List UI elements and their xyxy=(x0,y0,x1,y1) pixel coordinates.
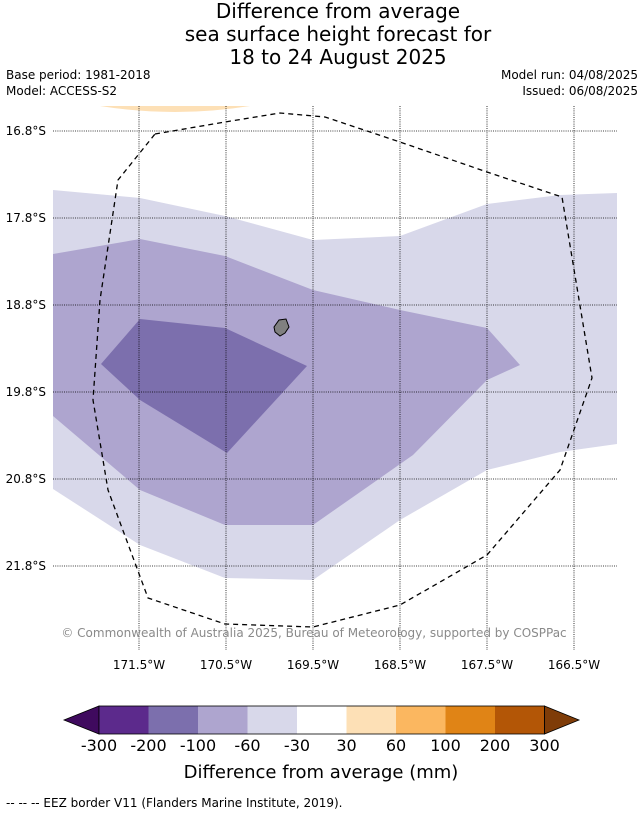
lon-label-3: 169.5°W xyxy=(287,658,339,672)
model-name: Model: ACCESS-S2 xyxy=(6,84,118,98)
lon-label-1: 171.5°W xyxy=(113,658,165,672)
colorbar-segment-6 xyxy=(346,706,396,734)
colorbar-segment-4 xyxy=(247,706,297,734)
lat-label-5: 20.8°S xyxy=(6,472,46,486)
lon-label-6: 166.5°W xyxy=(548,658,600,672)
meta-left: Base period: 1981-2018 Model: ACCESS-S2 xyxy=(6,67,151,99)
latitude-labels: 16.8°S 17.8°S 18.8°S 19.8°S 20.8°S 21.8°… xyxy=(6,124,46,573)
copyright-notice: © Commonwealth of Australia 2025, Bureau… xyxy=(61,626,566,640)
colorbar-tick-8: 100 xyxy=(430,736,461,755)
colorbar-outline xyxy=(98,705,545,735)
map-area xyxy=(53,106,617,650)
gridlines xyxy=(53,106,617,650)
colorbar-title: Difference from average (mm) xyxy=(184,762,459,783)
colorbar-segment-3 xyxy=(198,706,248,734)
colorbar-extend-high xyxy=(544,705,581,735)
lon-label-2: 170.5°W xyxy=(200,658,252,672)
colorbar-tick-6: 30 xyxy=(336,736,356,755)
anomaly-band-positive xyxy=(100,106,250,112)
colorbar-tick-1: -300 xyxy=(81,736,117,755)
longitude-labels: 171.5°W 170.5°W 169.5°W 168.5°W 167.5°W … xyxy=(113,658,600,672)
colorbar-segment-5 xyxy=(297,706,347,734)
title-line-2: sea surface height forecast for xyxy=(184,22,492,46)
lon-label-5: 167.5°W xyxy=(461,658,513,672)
colorbar-tick-4: -60 xyxy=(234,736,260,755)
colorbar-segment-8 xyxy=(445,706,495,734)
chart-title: Difference from average sea surface heig… xyxy=(0,0,644,69)
model-run: Model run: 04/08/2025 xyxy=(500,68,638,82)
lon-label-4: 168.5°W xyxy=(374,658,426,672)
eez-footnote: -- -- -- EEZ border V11 (Flanders Marine… xyxy=(6,796,343,810)
colorbar-segment-1 xyxy=(99,706,149,734)
colorbar-tick-labels: -300 -200 -100 -60 -30 30 60 100 200 300 xyxy=(81,736,560,755)
meta-right: Model run: 04/08/2025 Issued: 06/08/2025 xyxy=(501,67,638,99)
colorbar-tick-3: -100 xyxy=(180,736,216,755)
colorbar-tick-9: 200 xyxy=(480,736,511,755)
colorbar-tick-7: 60 xyxy=(386,736,406,755)
colorbar xyxy=(62,705,581,735)
colorbar-tick-2: -200 xyxy=(130,736,166,755)
lat-label-2: 17.8°S xyxy=(6,211,46,225)
colorbar-segment-7 xyxy=(396,706,446,734)
island-shape xyxy=(273,318,290,337)
colorbar-segment-9 xyxy=(495,706,545,734)
lat-label-1: 16.8°S xyxy=(6,124,46,138)
colorbar-tick-10: 300 xyxy=(529,736,560,755)
colorbar-segment-2 xyxy=(148,706,198,734)
issued-date: Issued: 06/08/2025 xyxy=(522,84,638,98)
colorbar-tick-5: -30 xyxy=(284,736,310,755)
colorbar-extend-low xyxy=(62,705,100,735)
lat-label-4: 19.8°S xyxy=(6,385,46,399)
eez-border xyxy=(92,112,593,628)
map-figure: 16.8°S 17.8°S 18.8°S 19.8°S 20.8°S 21.8°… xyxy=(6,106,617,783)
title-line-3: 18 to 24 August 2025 xyxy=(229,45,447,69)
title-line-1: Difference from average xyxy=(215,0,461,23)
base-period: Base period: 1981-2018 xyxy=(6,68,151,82)
anomaly-band-dark xyxy=(101,319,307,453)
lat-label-3: 18.8°S xyxy=(6,298,46,312)
lat-label-6: 21.8°S xyxy=(6,559,46,573)
